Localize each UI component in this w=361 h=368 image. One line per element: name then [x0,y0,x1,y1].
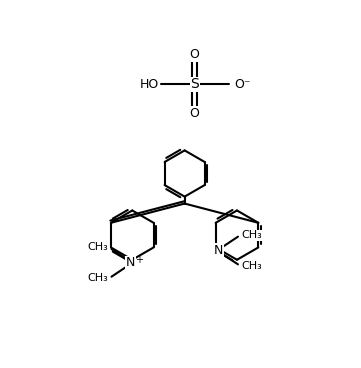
Text: CH₃: CH₃ [87,273,108,283]
Text: N: N [126,256,135,269]
Text: HO: HO [140,78,159,91]
Text: CH₃: CH₃ [242,230,262,240]
Text: O: O [190,49,200,61]
Text: +: + [135,255,143,265]
Text: S: S [190,77,199,91]
Text: CH₃: CH₃ [242,261,262,271]
Text: CH₃: CH₃ [87,243,108,252]
Text: O⁻: O⁻ [235,78,251,91]
Text: O: O [190,107,200,120]
Text: N: N [214,244,223,257]
